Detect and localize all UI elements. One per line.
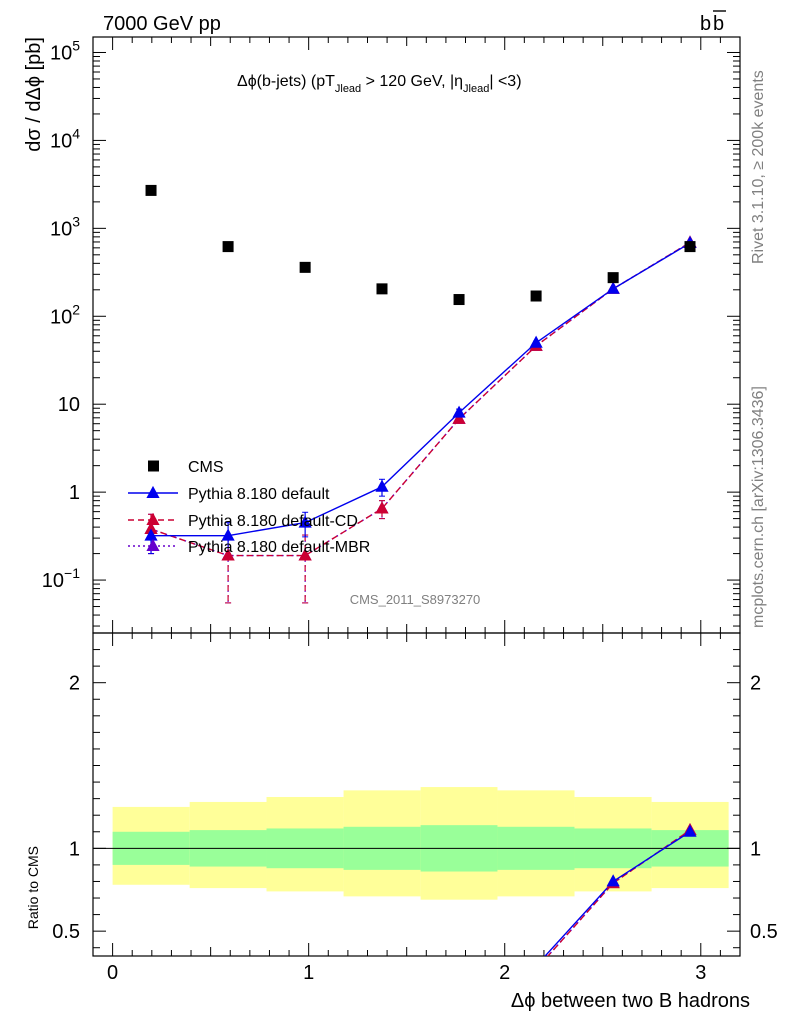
legend-marker [146, 538, 160, 551]
ratio-ytick-label-left: 0.5 [52, 921, 80, 943]
legend-label: Pythia 8.180 default-MBR [188, 539, 370, 556]
header-energy-label: 7000 GeV pp [103, 13, 221, 35]
main-marker-default [221, 528, 235, 541]
main-marker-default [144, 528, 158, 541]
main-marker-cd [144, 521, 158, 535]
main-marker-cd [452, 411, 466, 424]
ratio-ytick-label-left: 1 [69, 838, 80, 860]
ratio-marker-mbr [529, 962, 542, 974]
main-marker-default [529, 335, 543, 348]
ratio-ytick-label-right: 2 [750, 673, 761, 695]
cms-data-point [299, 261, 311, 273]
ratio-xlabel: Δϕ between two B hadrons [511, 990, 750, 1012]
ratio-xtick-label: 3 [695, 962, 706, 984]
rivet-label: Rivet 3.1.10, ≥ 200k events [750, 70, 767, 264]
main-ytick-label: 1 [69, 482, 80, 504]
main-ytick-label: 10 [58, 394, 80, 416]
cms-data-point [145, 184, 157, 196]
cms-data-point [222, 241, 234, 253]
title-prefix: Δϕ(b-jets) (pT [237, 73, 335, 90]
title-mid: > 120 GeV, |η [361, 73, 463, 90]
main-marker-default [606, 281, 620, 294]
ratio-xtick-label: 1 [303, 962, 314, 984]
cms-data-point [607, 272, 619, 284]
legend: CMS Pythia 8.180 default Pythia 8.180 defa… [128, 459, 370, 556]
legend-entry-1: Pythia 8.180 default [128, 485, 330, 503]
ratio-ylabel: Ratio to CMS [25, 846, 41, 929]
main-line-default [151, 242, 691, 537]
ratio-marker-default [606, 874, 620, 887]
ratio-xtick-label: 0 [107, 962, 118, 984]
cms-data-point [453, 294, 465, 306]
main-marker-cd [298, 548, 312, 561]
ratio-uncertainty-bands [93, 787, 740, 900]
main-marker-default [375, 479, 389, 492]
legend-marker [148, 460, 159, 472]
ratio-ytick-label-right: 1 [750, 838, 761, 860]
main-ytick-label: 10−1 [42, 565, 80, 592]
main-ytick-label: 104 [50, 125, 80, 152]
ratio-series-layer [529, 822, 697, 974]
cms-data-point [530, 290, 542, 302]
ratio-line-cd [547, 829, 691, 956]
legend-entry-3: Pythia 8.180 default-MBR [128, 538, 370, 556]
ratio-frame-box [92, 632, 741, 957]
legend-entry-0: CMS [148, 459, 224, 476]
ratio-xtick-label: 2 [499, 962, 510, 984]
legend-label: CMS [188, 459, 224, 476]
main-marker-cd [221, 548, 235, 561]
header-process-label: b b [700, 10, 726, 35]
title-suffix: | <3) [489, 73, 521, 90]
main-title: Δϕ(b-jets) (pTJlead > 120 GeV, |ηJlead| … [237, 73, 522, 95]
main-ytick-label: 103 [50, 213, 80, 240]
cms-data-point [376, 283, 388, 295]
main-marker-default [298, 515, 312, 528]
cms-data-point [684, 241, 696, 253]
legend-marker [146, 485, 160, 498]
main-ytick-label: 105 [50, 37, 80, 64]
title-sub2: Jlead [463, 83, 489, 95]
legend-label: Pythia 8.180 default-CD [188, 513, 358, 530]
header-process-b: b [700, 13, 711, 35]
mcplots-label: mcplots.cern.ch [arXiv:1306.3436] [750, 386, 767, 628]
ratio-ytick-label-left: 2 [69, 673, 80, 695]
ratio-marker-default [683, 824, 697, 837]
ratio-panel-frame: 2 2 1 1 0.5 0.5 0 1 2 3 [52, 632, 778, 984]
header-process-bbar: b [713, 13, 724, 35]
main-ytick-label: 102 [50, 301, 80, 328]
legend-entry-2: Pythia 8.180 default-CD [128, 512, 358, 530]
ratio-ytick-label-right: 0.5 [750, 921, 778, 943]
legend-marker [146, 512, 160, 525]
main-marker-default [452, 405, 466, 418]
analysis-watermark: CMS_2011_S8973270 [350, 592, 481, 607]
main-ylabel: dσ / dΔϕ [pb] [23, 37, 45, 152]
legend-label: Pythia 8.180 default [188, 486, 330, 503]
title-sub1: Jlead [335, 83, 361, 95]
ratio-line-default [544, 831, 691, 956]
ratio-marker-default [529, 959, 542, 971]
ratio-marker-cd [529, 962, 542, 974]
main-marker-cd [375, 501, 389, 514]
